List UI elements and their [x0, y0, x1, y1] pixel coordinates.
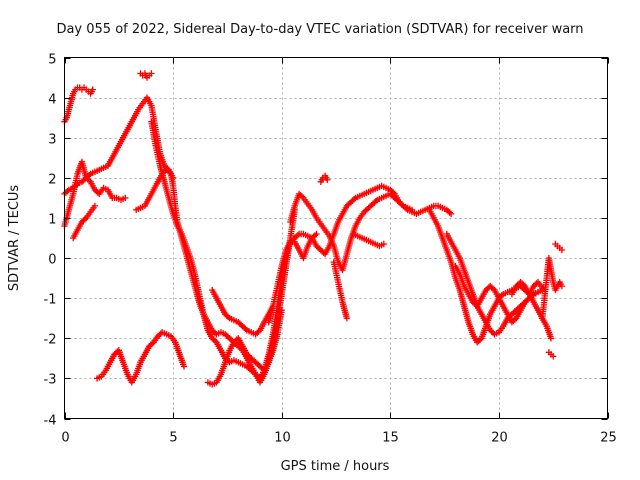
series-trace-14 [330, 258, 351, 322]
series-trace-9 [204, 307, 285, 388]
data-point [313, 230, 320, 238]
series-trace-18 [452, 262, 542, 326]
series-trace-8 [93, 329, 188, 386]
data-point [81, 216, 88, 223]
data-point [343, 315, 351, 322]
series-trace-10 [209, 286, 277, 338]
series-trace-22 [552, 240, 566, 254]
plot-frame [64, 57, 608, 419]
x-tick-label: 20 [491, 431, 508, 446]
series-trace-20 [539, 254, 566, 322]
x-axis-label: GPS time / hours [281, 459, 390, 474]
data-point [476, 336, 484, 343]
data-point [408, 206, 416, 214]
y-tick-label: -4 [44, 414, 57, 429]
data-point [166, 169, 173, 176]
series-trace-13 [350, 230, 387, 250]
series-trace-7 [148, 118, 298, 386]
y-tick-label: 1 [48, 213, 56, 228]
data-point [122, 194, 129, 202]
data-point [558, 282, 566, 290]
data-point [211, 337, 219, 345]
data-point [148, 70, 155, 77]
x-tick-label: 25 [600, 431, 617, 446]
series-trace-5 [137, 70, 155, 81]
series-trace-6 [133, 166, 320, 382]
y-axis-label: SDTVAR / TECUs [7, 185, 22, 292]
y-tick-label: 5 [48, 53, 56, 68]
y-tick-label: 4 [48, 93, 56, 108]
y-tick-label: -1 [44, 293, 57, 308]
series-trace-21 [545, 349, 557, 360]
data-point [534, 288, 542, 296]
data-point [91, 202, 99, 210]
y-tick-label: 2 [48, 173, 56, 188]
data-point [398, 201, 406, 208]
data-point [380, 240, 387, 248]
data-point [89, 86, 96, 93]
series-trace-19 [508, 278, 546, 298]
x-tick-label: 0 [61, 431, 69, 446]
data-point [446, 209, 453, 216]
x-tick-label: 5 [169, 431, 177, 446]
data-point [539, 284, 546, 292]
x-tick-label: 15 [382, 431, 399, 446]
data-point [251, 369, 258, 377]
data-point [447, 210, 455, 218]
data-point [298, 193, 306, 200]
grid-lines [64, 57, 608, 419]
axes: 0 5 10 15 20 25 -4 -3 -2 -1 0 1 2 3 4 5 [44, 53, 617, 446]
data-point [547, 335, 555, 342]
series-trace-3 [61, 158, 129, 230]
series-trace-4 [70, 202, 99, 242]
series-trace-11 [265, 182, 455, 326]
y-tick-label: 3 [48, 133, 56, 148]
data-point [278, 307, 285, 314]
series-trace-15 [317, 172, 331, 185]
data-point [242, 325, 249, 333]
y-tick-label: 0 [48, 253, 56, 268]
series-trace-16 [426, 206, 555, 346]
y-tick-label: -2 [44, 333, 57, 348]
x-tick-label: 10 [274, 431, 291, 446]
data-point [64, 188, 71, 195]
chart-title: Day 055 of 2022, Sidereal Day-to-day VTE… [56, 22, 583, 37]
data-point [180, 363, 188, 370]
series-trace-12 [287, 190, 416, 274]
data-point [550, 353, 557, 360]
y-tick-label: -3 [44, 373, 57, 388]
data-point [350, 196, 358, 203]
series-trace-1 [61, 84, 96, 125]
data-point [324, 176, 331, 183]
data-point [558, 246, 566, 254]
data-layer [61, 70, 566, 388]
